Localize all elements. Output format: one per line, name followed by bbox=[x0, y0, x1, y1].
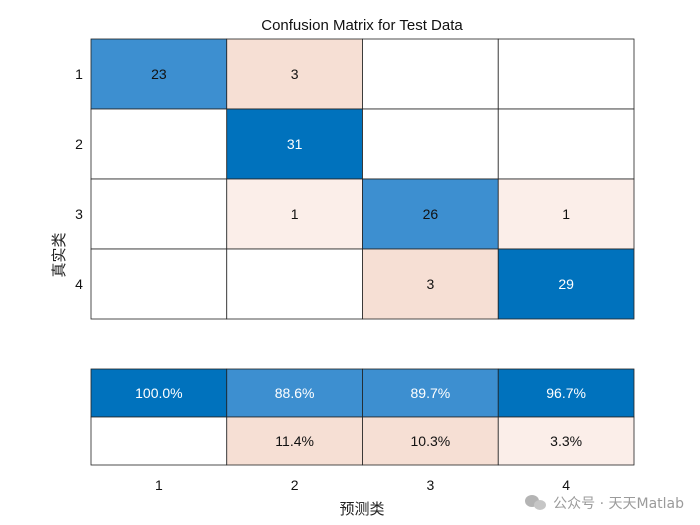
x-tick-label: 2 bbox=[291, 477, 299, 493]
matrix-cell-r2-c1 bbox=[90, 108, 228, 180]
matrix-cell-r3-c3 bbox=[362, 178, 499, 250]
y-tick-label: 1 bbox=[75, 66, 83, 82]
matrix-value-r4-c4: 29 bbox=[558, 276, 574, 292]
watermark-text: 公众号 · 天天Matlab bbox=[553, 496, 684, 512]
x-axis-label: 预测类 bbox=[339, 501, 384, 518]
summary-value-correct-c1: 100.0% bbox=[135, 385, 182, 401]
matrix-value-r2-c2: 31 bbox=[287, 136, 303, 152]
matrix-value-r1-c2: 3 bbox=[291, 66, 299, 82]
y-tick-label: 4 bbox=[75, 276, 83, 292]
summary-cell-correct-c2 bbox=[226, 368, 363, 418]
summary-cell-incorrect-c3 bbox=[362, 416, 499, 466]
matrix-cell-r3-c2 bbox=[226, 178, 363, 250]
matrix-value-r3-c4: 1 bbox=[562, 206, 570, 222]
matrix-value-r3-c2: 1 bbox=[291, 206, 299, 222]
matrix-value-r1-c1: 23 bbox=[151, 66, 167, 82]
y-axis-label: 真实类 bbox=[50, 232, 68, 277]
matrix-cell-r4-c3 bbox=[362, 248, 499, 320]
summary-value-correct-c2: 88.6% bbox=[275, 385, 315, 401]
matrix-cell-r1-c3 bbox=[362, 38, 499, 110]
y-tick-label: 3 bbox=[75, 206, 83, 222]
matrix-cell-r1-c1 bbox=[90, 38, 228, 110]
summary-value-incorrect-c3: 10.3% bbox=[411, 433, 451, 449]
summary-value-correct-c3: 89.7% bbox=[411, 385, 451, 401]
x-tick-label: 4 bbox=[562, 477, 570, 493]
x-tick-label: 1 bbox=[155, 477, 163, 493]
matrix-cell-r3-c4 bbox=[497, 178, 635, 250]
wechat-icon bbox=[525, 494, 547, 512]
matrix-grid: 23 3 31 1 26 1 3 29 bbox=[90, 38, 635, 320]
x-tick-label: 3 bbox=[426, 477, 434, 493]
matrix-cell-r1-c2 bbox=[226, 38, 363, 110]
matrix-cell-r2-c4 bbox=[497, 108, 635, 180]
y-tick-label: 2 bbox=[75, 136, 83, 152]
matrix-cell-r2-c2 bbox=[226, 108, 363, 180]
x-tick-labels: 1 2 3 4 bbox=[155, 477, 570, 493]
summary-value-correct-c4: 96.7% bbox=[546, 385, 586, 401]
summary-cell-incorrect-c1 bbox=[90, 416, 228, 466]
matrix-value-r3-c3: 26 bbox=[423, 206, 439, 222]
y-tick-labels: 1 2 3 4 bbox=[75, 66, 83, 292]
summary-cell-incorrect-c2 bbox=[226, 416, 363, 466]
matrix-cell-r1-c4 bbox=[497, 38, 635, 110]
chart-title: Confusion Matrix for Test Data bbox=[261, 17, 463, 34]
matrix-cell-r2-c3 bbox=[362, 108, 499, 180]
summary-value-incorrect-c4: 3.3% bbox=[550, 433, 582, 449]
matrix-cell-r4-c4 bbox=[497, 248, 635, 320]
matrix-cell-r4-c2 bbox=[226, 248, 363, 320]
matrix-cell-r3-c1 bbox=[90, 178, 228, 250]
summary-cell-correct-c4 bbox=[497, 368, 635, 418]
column-summary-grid: 100.0% 88.6% 89.7% 96.7% 11.4% 10.3% 3.3% bbox=[90, 368, 635, 466]
matrix-cell-r4-c1 bbox=[90, 248, 228, 320]
summary-value-incorrect-c2: 11.4% bbox=[275, 433, 314, 449]
summary-cell-incorrect-c4 bbox=[497, 416, 635, 466]
watermark: 公众号 · 天天Matlab bbox=[525, 493, 684, 513]
matrix-value-r4-c3: 3 bbox=[426, 276, 434, 292]
